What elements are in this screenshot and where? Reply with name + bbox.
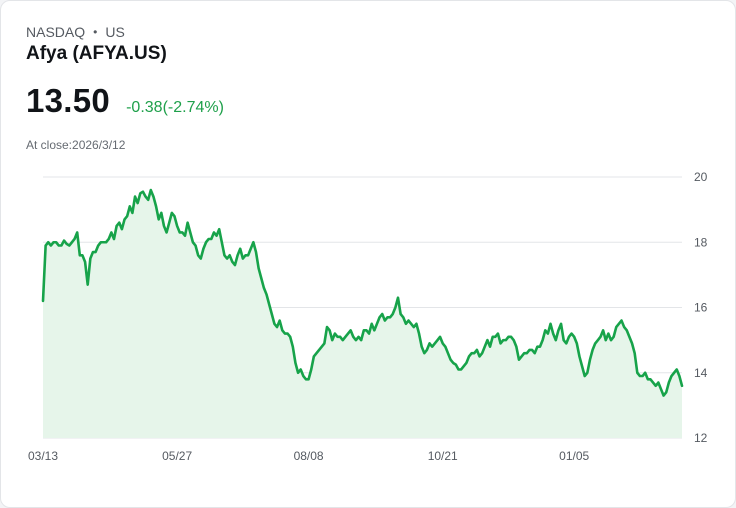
y-tick-label: 18 [694,235,708,249]
exchange-label: NASDAQ [26,24,86,40]
current-price: 13.50 [26,82,111,119]
y-tick-label: 16 [694,301,708,315]
price-area [43,190,682,438]
y-tick-label: 20 [694,170,708,184]
x-tick-label: 01/05 [559,449,589,463]
x-tick-label: 05/27 [162,449,192,463]
x-tick-label: 03/13 [28,449,58,463]
price-row: 13.50 -0.38(-2.74%) [26,82,224,120]
y-axis: 12 14 16 18 20 [694,170,708,445]
area-layer [43,190,682,438]
close-date-label: At close:2026/3/12 [26,138,126,152]
exchange-line: NASDAQ • US [26,24,125,40]
price-chart[interactable]: 12 14 16 18 20 03/13 05/27 08/08 10/21 01/05 [0,160,736,470]
line-layer [41,188,684,397]
price-change: -0.38(-2.74%) [126,99,224,116]
y-tick-label: 12 [694,431,708,445]
price-line [41,188,684,397]
separator-dot: • [93,25,98,39]
y-tick-label: 14 [694,366,708,380]
x-tick-label: 10/21 [428,449,458,463]
region-label: US [105,24,125,40]
stock-title: Afya (AFYA.US) [26,43,167,64]
x-tick-label: 08/08 [294,449,324,463]
x-axis: 03/13 05/27 08/08 10/21 01/05 [28,449,590,463]
